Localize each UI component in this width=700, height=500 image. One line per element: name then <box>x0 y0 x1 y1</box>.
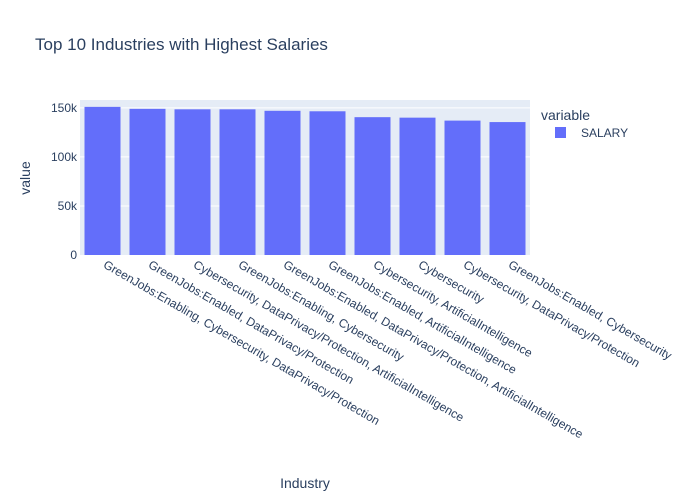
bar[interactable] <box>84 106 121 255</box>
bar[interactable] <box>489 122 526 255</box>
legend: variable SALARY <box>541 107 628 140</box>
y-tick-label: 150k <box>51 101 78 115</box>
bar[interactable] <box>129 108 166 255</box>
y-tick-label: 0 <box>70 248 77 262</box>
y-tick-label: 50k <box>58 199 78 213</box>
x-axis-title: Industry <box>280 475 330 491</box>
bar[interactable] <box>354 117 391 255</box>
x-axis-ticks: GreenJobs:Enabling, Cybersecurity, DataP… <box>101 257 674 441</box>
bars <box>84 106 526 256</box>
bar[interactable] <box>399 117 436 255</box>
bar[interactable] <box>174 109 211 256</box>
bar[interactable] <box>264 110 301 255</box>
y-axis-title: value <box>17 161 33 195</box>
bar[interactable] <box>219 109 256 256</box>
y-tick-label: 100k <box>51 150 78 164</box>
chart-title: Top 10 Industries with Highest Salaries <box>35 35 328 54</box>
legend-title: variable <box>541 107 590 123</box>
legend-swatch[interactable] <box>555 127 566 138</box>
legend-label[interactable]: SALARY <box>581 126 628 140</box>
bar[interactable] <box>444 120 481 256</box>
bar[interactable] <box>309 111 346 255</box>
y-axis-ticks: 0 50k 100k 150k <box>51 101 78 262</box>
